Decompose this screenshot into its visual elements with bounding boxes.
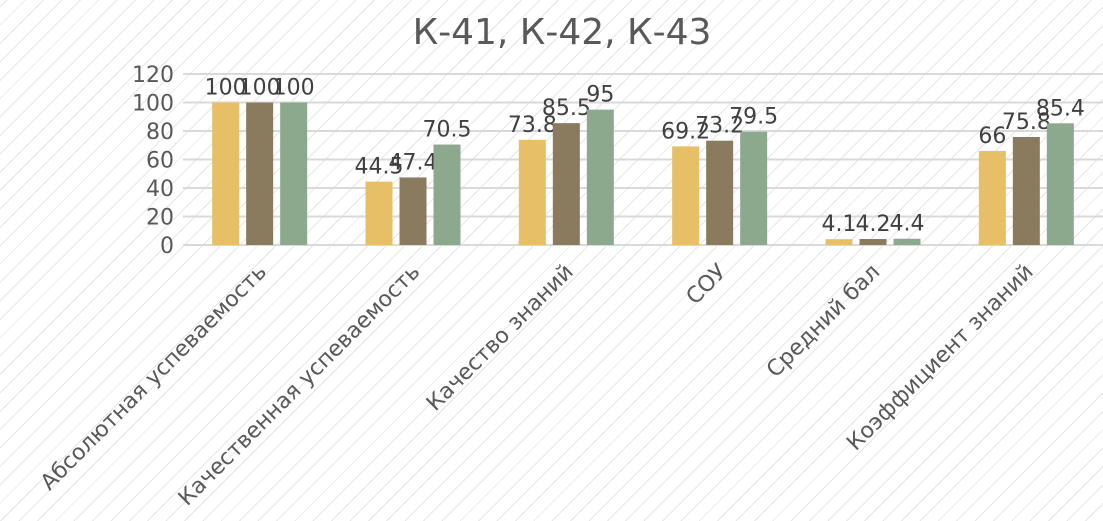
grid (183, 73, 1103, 246)
data-label: 4.2 (856, 212, 891, 237)
bar-series-1 (365, 181, 393, 245)
bar-series-3 (1046, 123, 1074, 245)
y-tick-label: 0 (160, 234, 174, 259)
data-label: 100 (273, 76, 315, 101)
data-label: 79.5 (729, 105, 778, 130)
data-label: 100 (205, 76, 247, 101)
y-tick-label: 120 (132, 63, 174, 88)
bar-series-2 (706, 140, 734, 245)
bar-series-2 (246, 102, 274, 245)
bar-series-1 (212, 102, 240, 245)
bar-series-2 (399, 177, 427, 245)
bar-series-1 (518, 139, 546, 245)
data-label: 66 (978, 124, 1006, 149)
data-label: 47.4 (389, 150, 438, 175)
x-tick-label: СОУ (682, 259, 733, 310)
y-tick-label: 20 (146, 206, 174, 231)
bar-series-3 (280, 102, 308, 245)
bar-series-3 (433, 144, 461, 245)
y-tick-label: 80 (146, 120, 174, 145)
data-label: 85.5 (542, 96, 591, 121)
x-tick-label: Качество знаний (422, 260, 579, 417)
bar-series-3 (893, 238, 921, 245)
bar-series-1 (978, 150, 1006, 245)
data-label: 4.1 (822, 212, 857, 237)
bar-series-1 (672, 146, 700, 245)
data-label: 85.4 (1036, 96, 1085, 121)
data-label: 4.4 (890, 212, 925, 237)
y-tick-label: 60 (146, 149, 174, 174)
chart-title: К-41, К-42, К-43 (413, 12, 712, 53)
x-tick-label: Качественная успеваемость (174, 260, 425, 511)
data-label: 100 (239, 76, 281, 101)
bar-series-3 (740, 131, 768, 245)
x-tick-label: Средний бал (762, 260, 885, 383)
bar-series-2 (1012, 136, 1040, 245)
data-label: 73.8 (508, 113, 557, 138)
y-tick-label: 40 (146, 177, 174, 202)
data-label: 44.5 (355, 155, 404, 180)
bar-series-2 (859, 239, 887, 245)
bar-series-2 (552, 123, 580, 245)
data-label: 73.2 (695, 114, 744, 139)
y-tick-label: 100 (132, 92, 174, 117)
bar-series-1 (825, 239, 853, 245)
data-label: 70.5 (423, 118, 472, 143)
bar-series-3 (586, 109, 614, 245)
data-label: 69.2 (661, 119, 710, 144)
data-label: 75.8 (1002, 110, 1051, 135)
data-label: 95 (586, 83, 614, 108)
